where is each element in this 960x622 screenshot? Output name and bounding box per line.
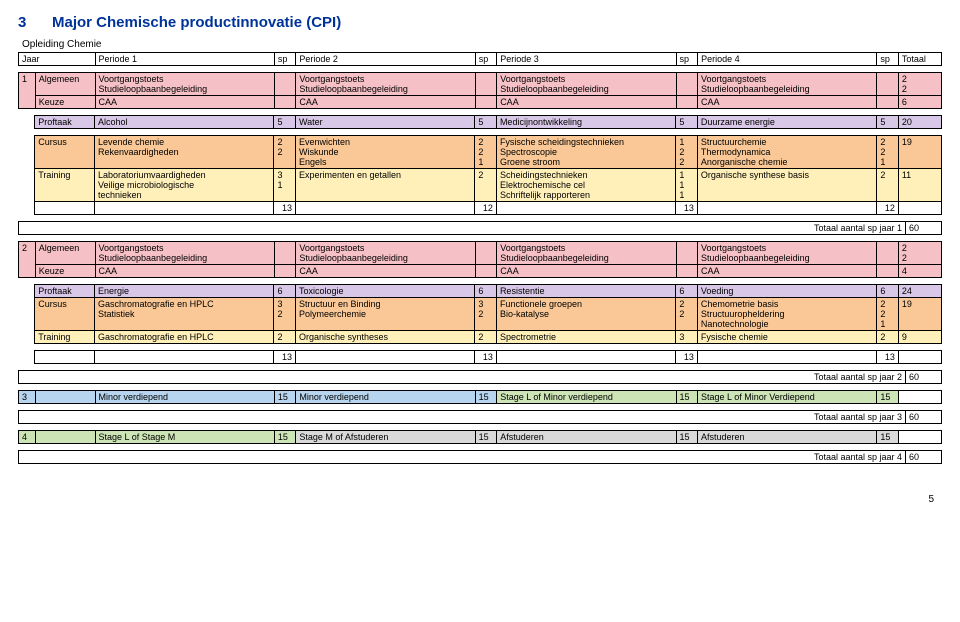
y2-total: Totaal aantal sp jaar 260 <box>18 370 942 384</box>
y1a-p4: VoortgangstoetsStudieloopbaanbegeleiding <box>698 73 877 96</box>
lbl-training: Training <box>35 169 95 202</box>
section-title: Major Chemische productinnovatie (CPI) <box>52 14 341 31</box>
year1-cursus: Cursus Levende chemieRekenvaardigheden 2… <box>18 135 942 215</box>
y1k-tot: 6 <box>898 96 941 109</box>
section-no: 3 <box>18 14 52 31</box>
year1-prof: Proftaak Alcohol5 Water5 Medicijnontwikk… <box>18 115 942 129</box>
y3-no: 3 <box>19 391 36 404</box>
hdr-p4: Periode 4 <box>698 53 877 66</box>
hdr-p1: Periode 1 <box>95 53 274 66</box>
hdr-sp2: sp <box>475 53 497 66</box>
year4-table: 4 Stage L of Stage M15 Stage M of Afstud… <box>18 430 942 444</box>
y1-no: 1 <box>19 73 36 109</box>
y1k-p2: CAA <box>296 96 475 109</box>
y1p-p1: Alcohol <box>95 116 274 129</box>
y1k-p3: CAA <box>497 96 676 109</box>
lbl-keuze: Keuze <box>35 96 95 109</box>
y1-sum4: 12 <box>877 202 899 215</box>
y1k-p1: CAA <box>95 96 274 109</box>
hdr-jaar: Jaar <box>19 53 96 66</box>
y1a-p2: VoortgangstoetsStudieloopbaanbegeleiding <box>296 73 475 96</box>
y4-total-label: Totaal aantal sp jaar 4 <box>19 451 906 464</box>
y4-no: 4 <box>19 431 36 444</box>
y4-total-val: 60 <box>906 451 942 464</box>
y2-total-label: Totaal aantal sp jaar 2 <box>19 371 906 384</box>
year3-table: 3 Minor verdiepend15 Minor verdiepend15 … <box>18 390 942 404</box>
hdr-sp3: sp <box>676 53 698 66</box>
lbl-algemeen: Algemeen <box>35 73 95 96</box>
y1a-p1: VoortgangstoetsStudieloopbaanbegeleiding <box>95 73 274 96</box>
hdr-tot: Totaal <box>898 53 941 66</box>
y1-total: Totaal aantal sp jaar 160 <box>18 221 942 235</box>
y1-total-val: 60 <box>906 222 942 235</box>
hdr-p2: Periode 2 <box>296 53 475 66</box>
hdr-sp1: sp <box>274 53 296 66</box>
y1p-p4: Duurzame energie <box>697 116 876 129</box>
y1-sum3: 13 <box>676 202 698 215</box>
y3-total: Totaal aantal sp jaar 360 <box>18 410 942 424</box>
year1-table: 1 Algemeen VoortgangstoetsStudieloopbaan… <box>18 72 942 109</box>
y2-no: 2 <box>19 242 36 278</box>
lbl-proftaak: Proftaak <box>35 116 95 129</box>
y1-sum1: 13 <box>274 202 296 215</box>
header-table: Jaar Periode 1 sp Periode 2 sp Periode 3… <box>18 52 942 66</box>
subheader: Opleiding Chemie <box>22 39 942 50</box>
y4-total: Totaal aantal sp jaar 460 <box>18 450 942 464</box>
y2-sums: 13 13 13 13 <box>18 350 942 364</box>
y1-sum2: 12 <box>475 202 497 215</box>
y1p-tot: 20 <box>898 116 941 129</box>
hdr-p3: Periode 3 <box>497 53 676 66</box>
page-number: 5 <box>18 494 942 505</box>
y1a-tot: 22 <box>898 73 941 96</box>
y3-total-label: Totaal aantal sp jaar 3 <box>19 411 906 424</box>
y1p-p3: Medicijnontwikkeling <box>496 116 675 129</box>
y1p-p2: Water <box>295 116 474 129</box>
year2-prof: Proftaak Energie6 Toxicologie6 Resistent… <box>18 284 942 344</box>
y1k-p4: CAA <box>698 96 877 109</box>
y2-total-val: 60 <box>906 371 942 384</box>
y3-total-val: 60 <box>906 411 942 424</box>
y1a-p3: VoortgangstoetsStudieloopbaanbegeleiding <box>497 73 676 96</box>
hdr-sp4: sp <box>877 53 899 66</box>
year2-table: 2 Algemeen VoortgangstoetsStudieloopbaan… <box>18 241 942 278</box>
lbl-cursus: Cursus <box>35 136 95 169</box>
y1-total-label: Totaal aantal sp jaar 1 <box>19 222 906 235</box>
